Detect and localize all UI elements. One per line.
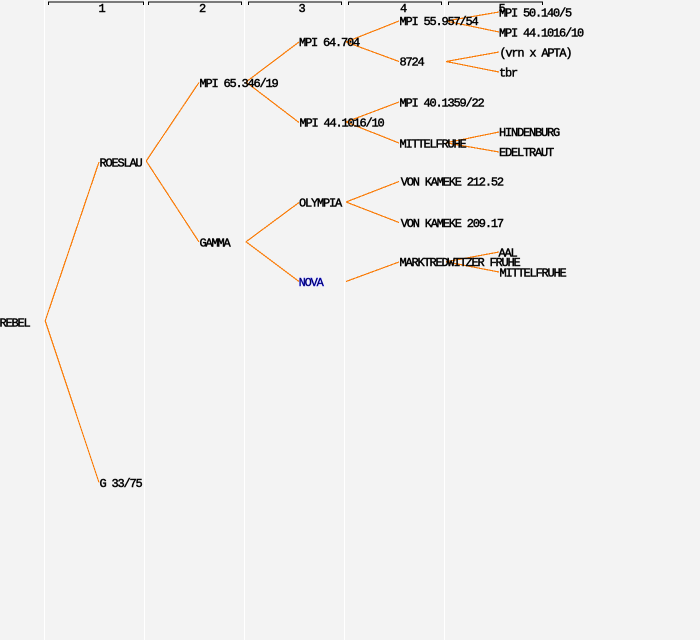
svg-text:MPI 44.1016/10: MPI 44.1016/10 [499, 27, 584, 41]
svg-text:VON KAMEKE 212.52: VON KAMEKE 212.52 [401, 176, 504, 190]
svg-text:MPI 50.140/5: MPI 50.140/5 [499, 7, 572, 21]
svg-text:MPI 65.346/19: MPI 65.346/19 [200, 77, 279, 91]
svg-text:HINDENBURG: HINDENBURG [499, 126, 560, 140]
svg-text:MITTELFRUHE: MITTELFRUHE [500, 266, 567, 280]
svg-text:G 33/75: G 33/75 [100, 477, 143, 491]
svg-text:1: 1 [98, 2, 105, 16]
svg-text:5: 5 [498, 2, 505, 16]
svg-text:OLYMPIA: OLYMPIA [299, 197, 343, 211]
svg-text:AAL: AAL [499, 246, 518, 260]
svg-text:4: 4 [400, 2, 407, 16]
svg-text:tbr: tbr [499, 66, 518, 80]
svg-text:8724: 8724 [400, 55, 425, 69]
svg-text:REBEL: REBEL [0, 317, 31, 331]
svg-text:ROESLAU: ROESLAU [100, 157, 143, 171]
svg-text:(vrn x APTA): (vrn x APTA) [499, 46, 571, 60]
svg-text:2: 2 [199, 2, 206, 16]
svg-text:EDELTRAUT: EDELTRAUT [499, 146, 554, 160]
svg-text:GAMMA: GAMMA [200, 236, 232, 250]
svg-text:VON KAMEKE 209.17: VON KAMEKE 209.17 [401, 217, 504, 231]
svg-text:3: 3 [298, 2, 305, 16]
svg-text:MPI 64.704: MPI 64.704 [299, 36, 360, 50]
svg-text:MARKTREDWITZER FRUHE: MARKTREDWITZER FRUHE [400, 256, 521, 270]
svg-text:MPI 55.957/54: MPI 55.957/54 [400, 15, 479, 29]
svg-text:MPI 40.1359/22: MPI 40.1359/22 [400, 96, 485, 110]
svg-text:NOVA: NOVA [299, 276, 325, 290]
svg-text:MITTELFRUHE: MITTELFRUHE [400, 137, 467, 151]
svg-text:MPI 44.1016/10: MPI 44.1016/10 [300, 117, 385, 131]
